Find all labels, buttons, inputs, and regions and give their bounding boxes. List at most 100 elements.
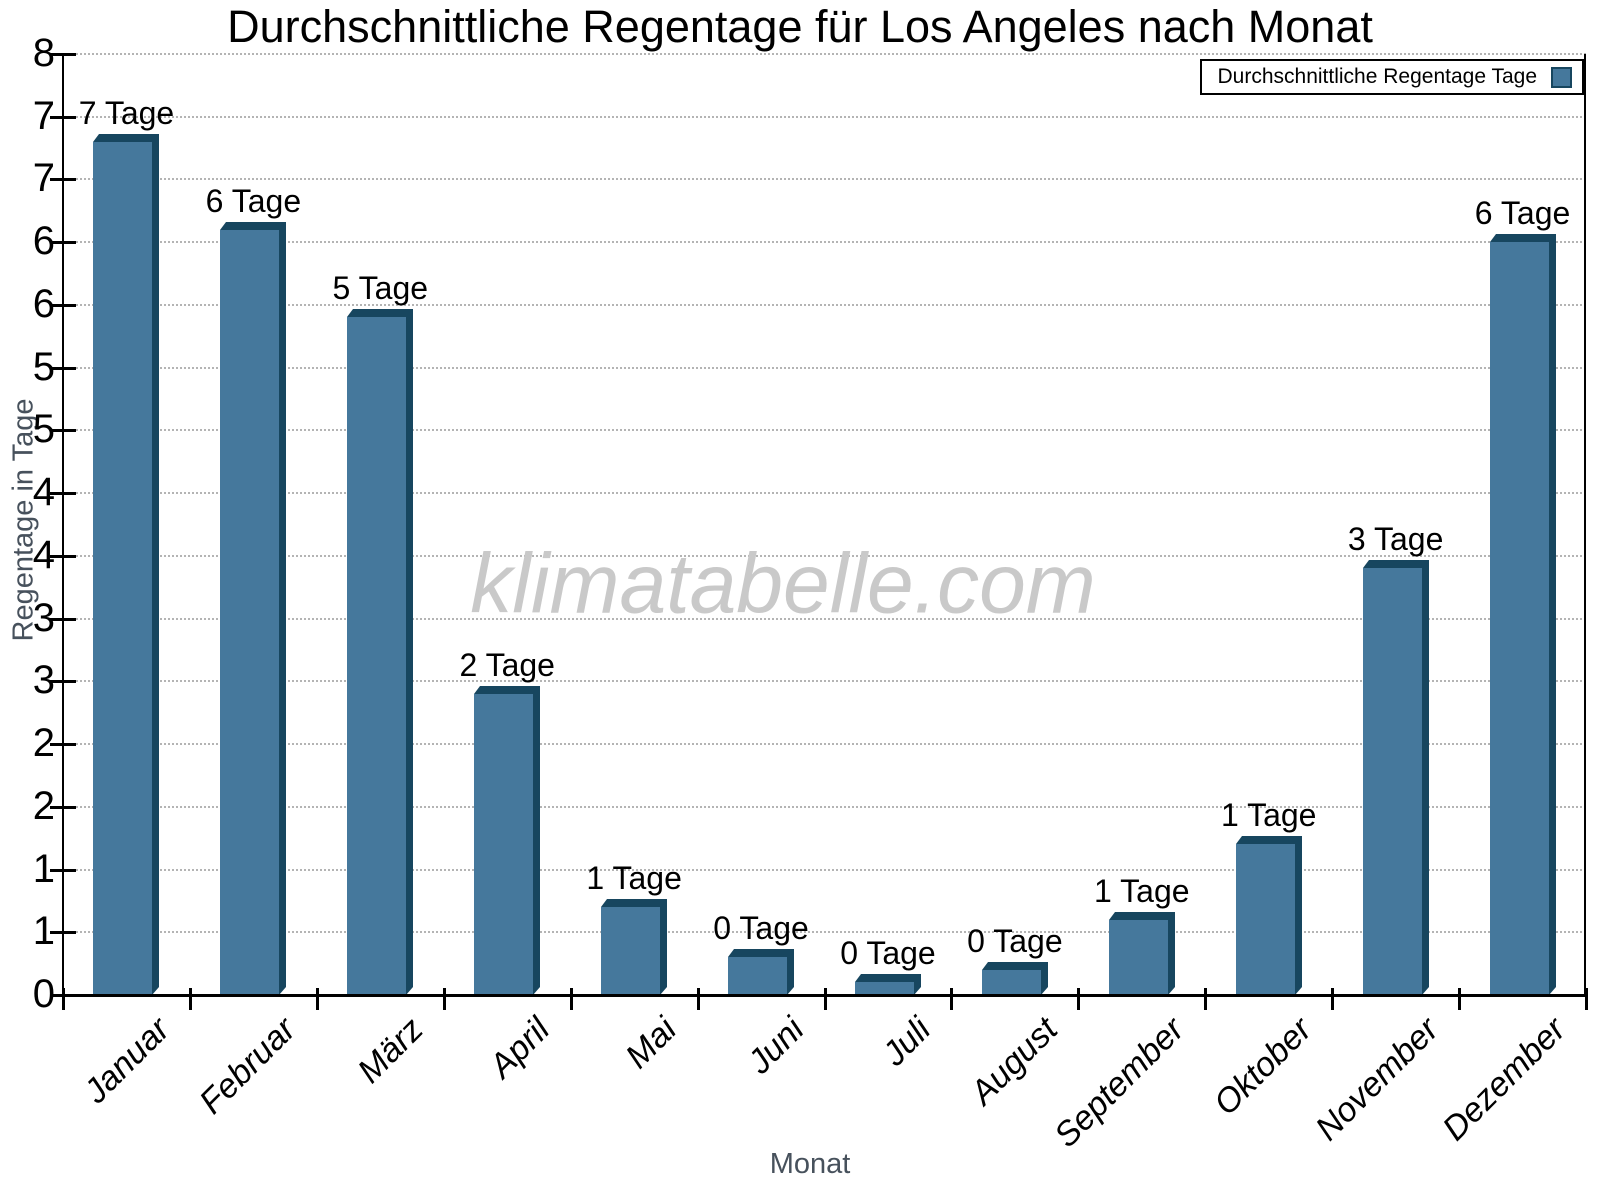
x-tick-mark [188,988,192,1010]
legend-label: Durchschnittliche Regentage Tage [1217,65,1537,88]
y-tick-label: 5 [32,407,55,452]
y-tick-label: 1 [32,846,55,891]
bar-value-label: 7 Tage [78,95,175,131]
y-tick-label: 7 [32,156,55,201]
bar-value-label: 1 Tage [586,860,682,896]
gridline [63,366,1586,369]
x-tick-label-november: November [1308,1010,1446,1149]
right-border-line [1584,54,1586,997]
y-tick-mark [50,53,76,56]
x-tick-mark [1585,988,1588,1010]
x-tick-label-oktober: Oktober [1206,1010,1319,1123]
chart-title: Durchschnittliche Regentage für Los Ange… [227,1,1373,52]
gridline [63,241,1586,244]
watermark: klimatabelle.com [470,536,1096,631]
gridline [63,554,1586,557]
legend-swatch-icon [1551,66,1572,88]
bar-value-label: 0 Tage [840,935,936,971]
bar-value-label: 1 Tage [1094,873,1190,909]
bar-value-label: 2 Tage [459,647,555,683]
y-tick-label: 6 [32,219,55,264]
gridline [63,805,1586,808]
y-tick-mark [50,178,76,182]
y-tick-mark [50,366,76,370]
x-tick-mark [442,988,446,1010]
gridline [63,429,1586,432]
x-tick-label-juli: Juli [875,1010,939,1074]
x-tick-mark [823,988,827,1010]
gridline [63,931,1586,934]
y-tick-label: 0 [32,972,55,1017]
y-tick-mark [50,241,76,245]
x-tick-label-august: August [963,1010,1066,1113]
y-tick-mark [50,303,76,307]
y-tick-label: 1 [32,909,55,954]
y-tick-label: 4 [32,533,55,578]
bar-januar [93,134,160,995]
x-tick-mark [950,988,954,1010]
bar-august [981,962,1048,995]
bar-november [1362,560,1429,995]
x-tick-label-februar: Februar [192,1010,304,1122]
gridline [63,303,1586,306]
bar-juli [854,974,921,995]
gridline [63,178,1586,181]
x-tick-label-dezember: Dezember [1434,1010,1573,1149]
x-tick-mark [696,988,700,1010]
x-tick-label-januar: Januar [76,1010,177,1111]
x-tick-mark [1331,988,1335,1010]
bar-april [474,686,541,995]
bar-value-label: 1 Tage [1220,797,1317,833]
y-tick-label: 2 [32,721,55,766]
y-tick-mark [50,492,76,496]
bar-value-label: 0 Tage [713,910,809,946]
y-tick-mark [50,617,76,621]
x-tick-mark [569,988,573,1010]
y-tick-mark [50,868,76,872]
gridline [63,680,1586,683]
gridline [63,115,1586,118]
x-tick-label-marz: März [350,1010,431,1091]
x-tick-label-april: April [482,1010,558,1086]
y-tick-label: 7 [32,93,55,138]
y-tick-label: 8 [32,31,55,76]
x-tick-mark [1204,988,1208,1010]
bar-marz [347,309,414,995]
y-tick-label: 6 [32,282,55,327]
y-tick-label: 3 [32,595,55,640]
y-tick-mark [50,680,76,684]
bar-juni [728,949,795,995]
bar-value-label: 6 Tage [1474,195,1571,231]
x-axis-line [56,994,1586,997]
gridline [63,743,1586,746]
legend: Durchschnittliche Regentage Tage [1199,59,1584,95]
bar-value-label: 3 Tage [1347,521,1444,557]
y-axis-line [62,54,64,997]
y-tick-label: 3 [32,658,55,703]
y-tick-mark [50,554,76,558]
x-tick-label-juni: Juni [740,1010,812,1082]
bar-mai [601,899,668,995]
y-tick-mark [50,429,76,433]
x-tick-mark [1077,988,1081,1010]
y-tick-mark [50,743,76,747]
y-tick-label: 4 [32,470,55,515]
gridline [63,617,1586,620]
y-tick-mark [50,115,76,119]
gridline [63,868,1586,871]
x-tick-mark [315,988,319,1010]
gridline [63,492,1586,495]
y-tick-mark [50,931,76,935]
x-tick-label-mai: Mai [618,1010,685,1076]
bar-value-label: 6 Tage [205,183,302,219]
bar-value-label: 5 Tage [332,270,429,306]
y-tick-mark [50,805,76,809]
y-tick-label: 5 [32,344,55,389]
x-axis-title: Monat [769,1148,851,1180]
x-tick-label-september: September [1047,1010,1192,1155]
y-tick-label: 2 [32,783,55,828]
bar-oktober [1235,836,1302,995]
bar-dezember [1489,234,1556,995]
x-tick-mark [1458,988,1462,1010]
